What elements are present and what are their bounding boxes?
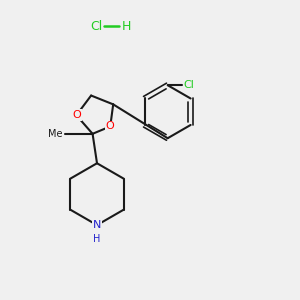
Text: Cl: Cl (90, 20, 102, 33)
Text: O: O (106, 122, 115, 131)
Text: N: N (93, 220, 101, 230)
Text: H: H (93, 234, 101, 244)
Text: Me: Me (48, 129, 62, 139)
Text: O: O (72, 110, 81, 120)
Text: Cl: Cl (184, 80, 195, 90)
Text: H: H (122, 20, 131, 33)
